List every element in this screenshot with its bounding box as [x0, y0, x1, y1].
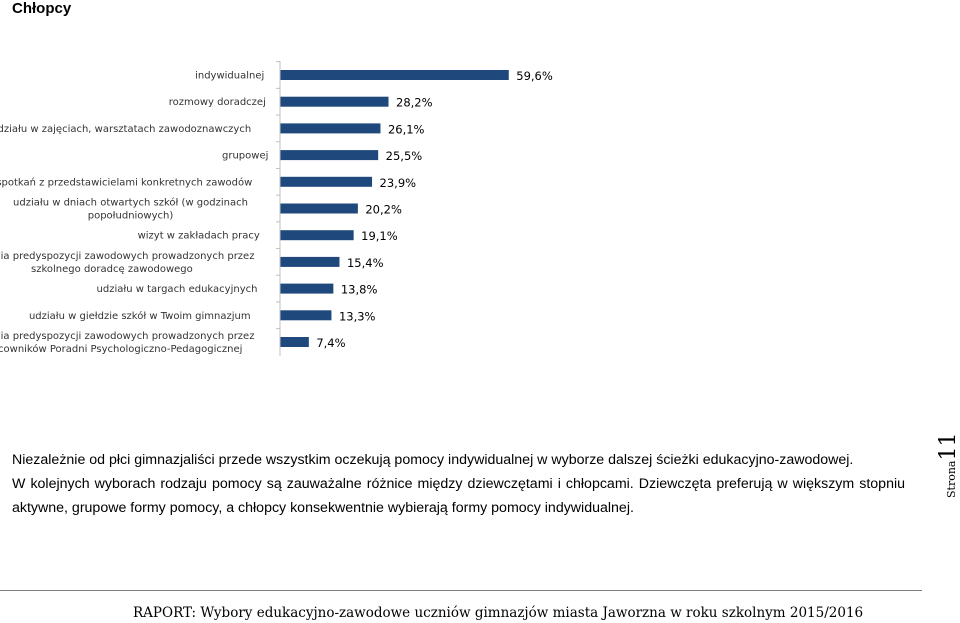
page-word: Strona: [945, 460, 958, 498]
bar: [280, 203, 358, 214]
bar-value-label: 19,1%: [361, 229, 398, 243]
category-label: grupowej: [222, 151, 268, 162]
bar: [280, 337, 309, 347]
category-label: badania predyspozycji zawodowych prowadz…: [0, 251, 254, 275]
category-label: udziału w giełdzie szkół w Twoim gimnazj…: [29, 310, 251, 322]
bar: [280, 150, 379, 161]
page-number: 11: [936, 432, 960, 461]
category-label-line: udziału w dniach otwartych szkół (w godz…: [13, 197, 248, 209]
category-label-line: udziału w giełdzie szkół w Twoim gimnazj…: [29, 310, 251, 322]
summary-paragraph: Niezależnie od płci gimnazjaliści przede…: [12, 448, 905, 520]
bar-value-label: 13,3%: [339, 309, 376, 323]
paragraph-line-1: Niezależnie od płci gimnazjaliści przede…: [12, 452, 854, 468]
bar-value-label: 25,5%: [386, 149, 423, 163]
section-title: Chłopcy: [12, 0, 72, 17]
category-label: indywidualnej: [195, 71, 264, 82]
category-label: udziału w dniach otwartych szkół (w godz…: [13, 197, 248, 222]
bar: [280, 70, 509, 80]
bar: [280, 123, 381, 134]
category-label: rozmowy doradczej: [169, 97, 266, 108]
category-label-line: badania predyspozycji zawodowych prowadz…: [0, 331, 254, 342]
bar: [280, 230, 354, 241]
category-label-line: rozmowy doradczej: [169, 97, 266, 108]
bar-value-label: 15,4%: [347, 256, 384, 270]
bar-value-label: 20,2%: [365, 203, 402, 217]
bar-value-label: 59,6%: [516, 69, 553, 83]
bar-value-label: 7,4%: [316, 336, 345, 350]
category-label-line: pracowników Poradni Psychologiczno-Pedag…: [0, 343, 242, 355]
bar: [280, 283, 334, 294]
bar: [280, 176, 373, 187]
category-label-line: grupowej: [222, 151, 268, 162]
category-label: udziału w targach edukacyjnych: [97, 284, 258, 295]
footer-report-title: RAPORT: Wybory edukacyjno-zawodowe uczni…: [133, 605, 864, 621]
paragraph-line-2: W kolejnych wyborach rodzaju pomocy są z…: [12, 476, 905, 516]
bar: [280, 256, 340, 267]
category-label: badania predyspozycji zawodowych prowadz…: [0, 331, 254, 355]
category-label-line: udziału w zajęciach, warsztatach zawodoz…: [0, 124, 251, 135]
category-label-line: udziału w targach edukacyjnych: [97, 284, 258, 295]
bar-value-label: 28,2%: [396, 96, 433, 110]
category-label-line: indywidualnej: [195, 71, 264, 82]
category-label-line: wizyt w zakładach pracy: [138, 231, 260, 242]
bar: [280, 310, 332, 321]
category-label-line: szkolnego doradcę zawodowego: [31, 264, 193, 275]
category-label-line: spotkań z przedstawicielami konkretnych …: [0, 176, 252, 188]
category-label: udziału w zajęciach, warsztatach zawodoz…: [0, 124, 251, 135]
bar-value-label: 13,8%: [341, 283, 378, 297]
page-number-side: Strona11: [936, 433, 960, 578]
bar: [280, 96, 389, 107]
bar-value-label: 26,1%: [388, 122, 425, 136]
category-label-line: popołudniowych): [88, 211, 174, 222]
bar-chart: 59,6% indywidualnej 28,2% rozmowy doradczej…: [0, 61, 553, 356]
category-label-line: badania predyspozycji zawodowych prowadz…: [0, 251, 254, 262]
footer-divider: [0, 590, 922, 591]
category-label: wizyt w zakładach pracy: [138, 231, 260, 242]
category-label: spotkań z przedstawicielami konkretnych …: [0, 176, 252, 188]
bar-value-label: 23,9%: [380, 176, 417, 190]
